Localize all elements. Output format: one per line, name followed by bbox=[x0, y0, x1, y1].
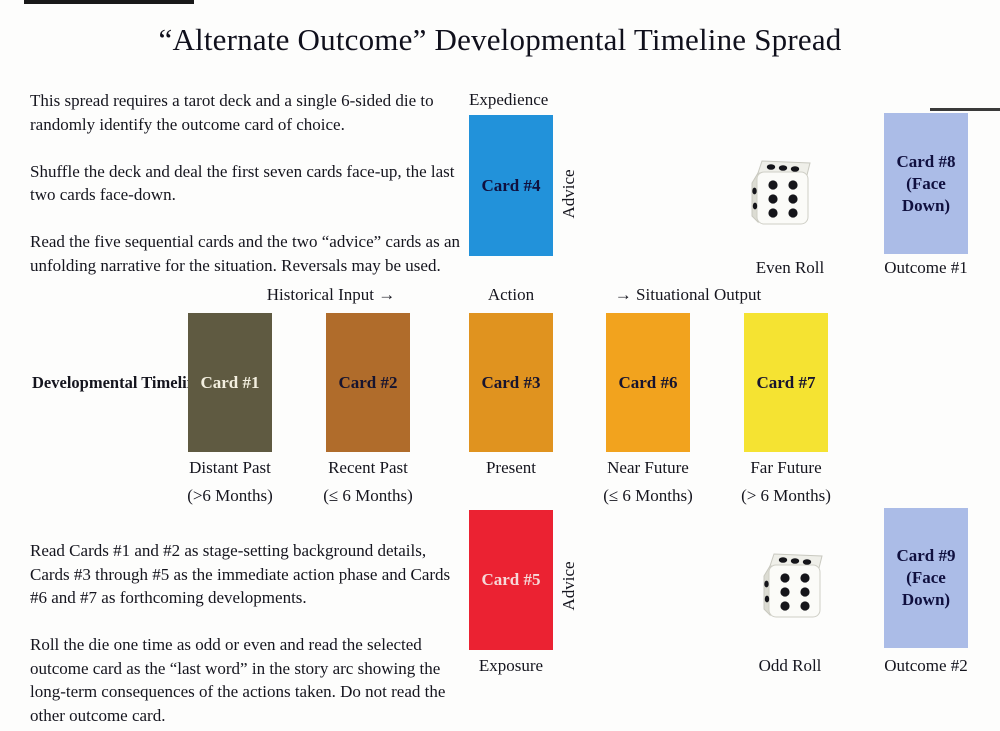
intro-paragraph-1: This spread requires a tarot deck and a … bbox=[30, 91, 434, 134]
instructions-paragraph-1: Read Cards #1 and #2 as stage-setting ba… bbox=[30, 541, 451, 607]
card-8-label: Card #8 (Face Down) bbox=[896, 151, 956, 215]
timeline-card-group-3: Card #3 Present bbox=[436, 313, 586, 484]
card-3-label: Card #3 bbox=[481, 372, 541, 392]
card-7-label: Card #7 bbox=[756, 372, 816, 392]
action-header: Action bbox=[487, 285, 535, 304]
odd-roll-label: Odd Roll bbox=[758, 656, 822, 675]
scan-artifact-right-line bbox=[930, 108, 1000, 111]
intro-paragraph-3: Read the five sequential cards and the t… bbox=[30, 232, 461, 275]
card-7: Card #7 bbox=[744, 313, 828, 452]
far-future-label: Far Future bbox=[750, 458, 822, 477]
far-future-months: (> 6 Months) bbox=[741, 486, 831, 505]
advice-label-top: Advice bbox=[559, 169, 578, 219]
intro-text-block: This spread requires a tarot deck and a … bbox=[30, 89, 467, 301]
page-title: “Alternate Outcome” Developmental Timeli… bbox=[158, 22, 842, 57]
scan-artifact-top-bar bbox=[24, 0, 194, 4]
card-4: Card #4 bbox=[469, 115, 553, 256]
card-8-face-down: Card #8 (Face Down) bbox=[884, 113, 968, 254]
recent-past-months: (≤ 6 Months) bbox=[323, 486, 413, 505]
timeline-card-group-2: Card #2 Recent Past (≤ 6 Months) bbox=[293, 313, 443, 507]
present-label: Present bbox=[485, 458, 537, 477]
developmental-timeline-label: Developmental Timeline bbox=[32, 373, 204, 392]
timeline-card-group-1: Card #1 Distant Past (>6 Months) bbox=[155, 313, 305, 507]
historical-input-header: Historical Input → bbox=[266, 285, 396, 304]
near-future-label: Near Future bbox=[607, 458, 689, 477]
die-icon bbox=[763, 553, 823, 618]
expedience-label: Expedience bbox=[469, 90, 549, 109]
card-5-label: Card #5 bbox=[481, 570, 541, 589]
outcome-1-label: Outcome #1 bbox=[884, 258, 968, 277]
card-6-label: Card #6 bbox=[618, 372, 678, 392]
distant-past-label: Distant Past bbox=[189, 458, 271, 477]
instructions-text-block: Read Cards #1 and #2 as stage-setting ba… bbox=[30, 539, 467, 731]
advice-label-bottom: Advice bbox=[559, 561, 578, 611]
near-future-months: (≤ 6 Months) bbox=[603, 486, 693, 505]
distant-past-months: (>6 Months) bbox=[187, 486, 273, 505]
die-even-roll bbox=[748, 158, 814, 233]
card-9-face-down: Card #9 (Face Down) bbox=[884, 508, 968, 648]
card-1-label: Card #1 bbox=[200, 372, 260, 392]
outcome-2-label: Outcome #2 bbox=[884, 656, 968, 675]
timeline-card-group-4: Card #6 Near Future (≤ 6 Months) bbox=[573, 313, 723, 507]
timeline-card-group-5: Card #7 Far Future (> 6 Months) bbox=[711, 313, 861, 507]
card-5: Card #5 bbox=[469, 510, 553, 650]
die-icon bbox=[751, 160, 811, 225]
intro-paragraph-2: Shuffle the deck and deal the first seve… bbox=[30, 161, 455, 205]
die-odd-roll bbox=[760, 551, 826, 626]
card-2-label: Card #2 bbox=[338, 372, 398, 392]
card-6: Card #6 bbox=[606, 313, 690, 452]
instructions-paragraph-2: Roll the die one time as odd or even and… bbox=[30, 635, 446, 725]
recent-past-label: Recent Past bbox=[328, 458, 408, 477]
card-3: Card #3 bbox=[469, 313, 553, 452]
even-roll-label: Even Roll bbox=[755, 258, 825, 277]
card-2: Card #2 bbox=[326, 313, 410, 452]
exposure-label: Exposure bbox=[478, 656, 544, 675]
card-1: Card #1 bbox=[188, 313, 272, 452]
situational-output-header: → Situational Output bbox=[614, 285, 762, 304]
card-9-label: Card #9 (Face Down) bbox=[896, 546, 956, 609]
card-4-label: Card #4 bbox=[481, 175, 541, 195]
